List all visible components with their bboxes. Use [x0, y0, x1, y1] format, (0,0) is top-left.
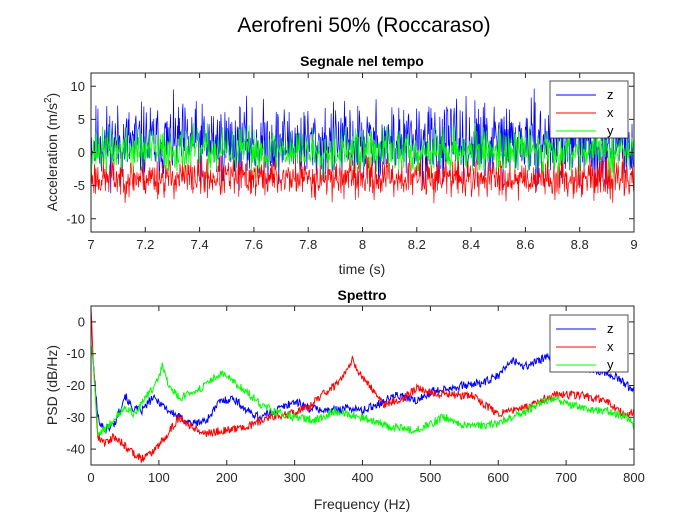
time-signal-y-tick-label: 5: [78, 112, 85, 127]
time-signal-x-tick-label: 7.6: [245, 237, 263, 252]
spectrum-x-tick-label: 700: [555, 470, 577, 485]
time-signal-x-tick-label: 8.4: [462, 237, 480, 252]
spectrum-y-tick-label: -30: [66, 410, 85, 425]
legend-label-y: y: [607, 123, 614, 138]
time-signal-y-ticks: -10 -5 0 5 10: [66, 79, 634, 226]
time-signal-x-tick-label: 9: [630, 237, 637, 252]
spectrum-x-tick-label: 100: [148, 470, 170, 485]
spectrum-x-tick-label: 300: [284, 470, 306, 485]
spectrum-x-tick-label: 600: [487, 470, 509, 485]
figure-title: Aerofreni 50% (Roccaraso): [237, 14, 490, 37]
spectrum-y-label: PSD (dB/Hz): [44, 345, 60, 425]
time-signal-panel: Segnale nel tempo 7 7.2 7.4 7.6 7.8 8 8.2 8.4 8.…: [43, 53, 638, 277]
time-signal-legend-box: [549, 80, 629, 139]
legend-label-z: z: [607, 321, 614, 336]
spectrum-y-tick-label: -10: [66, 346, 85, 361]
time-signal-x-tick-label: 8.2: [408, 237, 426, 252]
spectrum-legend-box: [549, 314, 629, 373]
time-signal-series-group: [91, 88, 634, 204]
spectrum-legend: z x y: [549, 314, 629, 373]
time-signal-x-ticks: 7 7.2 7.4 7.6 7.8 8 8.2 8.4 8.6 8.8 9: [87, 73, 638, 252]
spectrum-x-tick-label: 200: [216, 470, 238, 485]
spectrum-x-tick-label: 0: [87, 470, 94, 485]
legend-label-x: x: [607, 105, 614, 120]
time-signal-title: Segnale nel tempo: [300, 53, 424, 69]
spectrum-x-ticks: 0 100 200 300 400 500 600 700 800: [87, 306, 645, 485]
spectrum-y-tick-label: -40: [66, 442, 85, 457]
spectrum-panel: Spettro 0 100 200 300 400 500 600 700 800 -40 -30…: [44, 287, 645, 512]
time-signal-legend: z x y: [549, 80, 629, 139]
spectrum-x-label: Frequency (Hz): [314, 496, 410, 512]
time-signal-series-x: [91, 150, 634, 204]
time-signal-x-label: time (s): [339, 261, 386, 277]
time-signal-y-tick-label: -5: [73, 178, 85, 193]
spectrum-x-tick-label: 800: [623, 470, 645, 485]
spectrum-x-tick-label: 400: [352, 470, 374, 485]
spectrum-title: Spettro: [338, 287, 387, 303]
spectrum-series-y: [91, 345, 634, 436]
time-signal-series-y: [91, 123, 634, 180]
legend-label-y: y: [607, 357, 614, 372]
time-signal-x-tick-label: 7.2: [136, 237, 154, 252]
time-signal-x-tick-label: 7: [87, 237, 94, 252]
time-signal-x-tick-label: 7.4: [191, 237, 209, 252]
legend-label-x: x: [607, 339, 614, 354]
time-signal-y-label: Acceleration (m/s2): [43, 93, 60, 211]
time-signal-x-tick-label: 8.8: [571, 237, 589, 252]
spectrum-y-tick-label: 0: [78, 314, 85, 329]
time-signal-x-tick-label: 8: [359, 237, 366, 252]
spectrum-y-ticks: -40 -30 -20 -10 0: [66, 314, 634, 457]
spectrum-y-tick-label: -20: [66, 378, 85, 393]
time-signal-y-tick-label: -10: [66, 211, 85, 226]
spectrum-plot-area: [91, 306, 634, 465]
time-signal-y-tick-label: 10: [71, 79, 85, 94]
time-signal-y-tick-label: 0: [78, 145, 85, 160]
spectrum-x-tick-label: 500: [420, 470, 442, 485]
legend-label-z: z: [607, 87, 614, 102]
time-signal-x-tick-label: 8.6: [516, 237, 534, 252]
spectrum-series-group: [91, 307, 634, 465]
time-signal-x-tick-label: 7.8: [299, 237, 317, 252]
